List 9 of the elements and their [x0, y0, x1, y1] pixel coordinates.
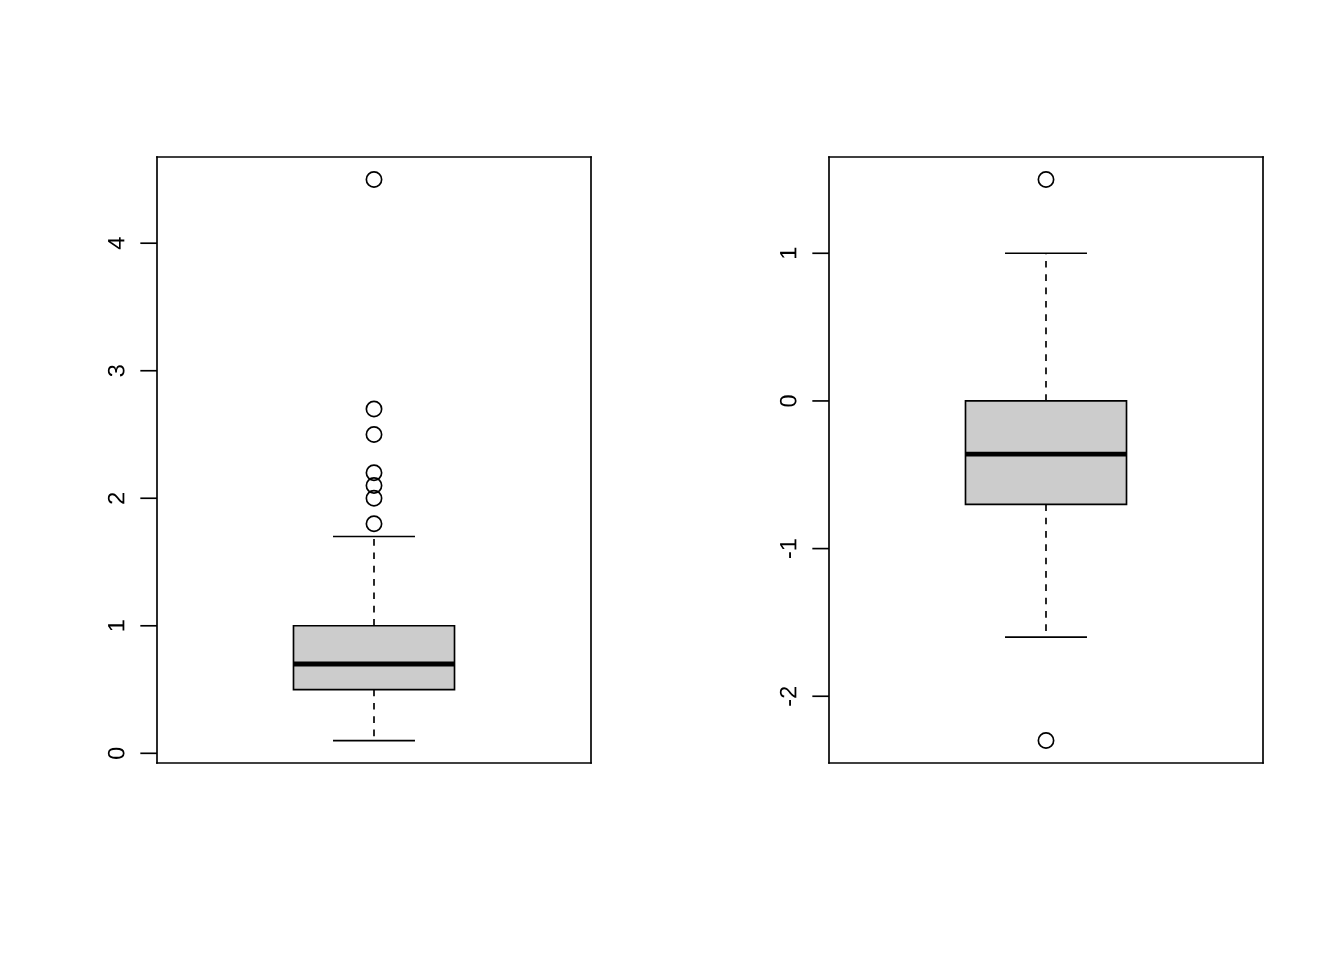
y-tick-label: 0 — [779, 395, 797, 407]
y-tick-label: -1 — [780, 539, 797, 559]
y-tick-label: 1 — [780, 247, 797, 259]
y-tick-label: 2 — [107, 492, 125, 504]
y-tick-label: 3 — [107, 365, 125, 377]
y-tick-label: -2 — [779, 686, 797, 706]
y-tick-label: 0 — [107, 747, 125, 759]
y-tick-label: 1 — [108, 620, 125, 631]
y-tick-label: 4 — [108, 237, 125, 250]
